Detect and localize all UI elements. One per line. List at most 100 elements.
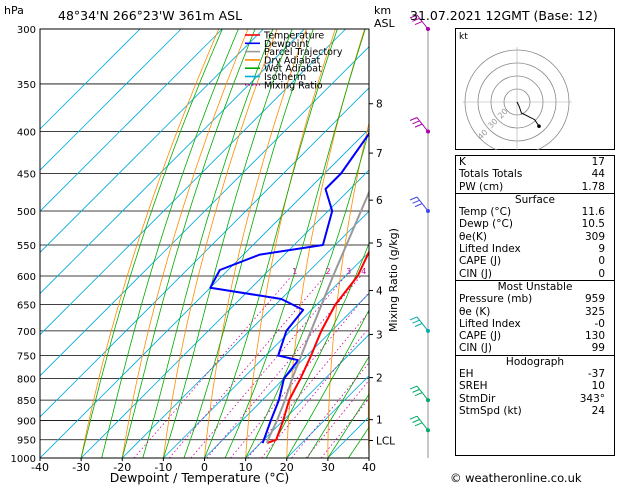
wet-adiabat — [121, 29, 256, 458]
isotherm — [40, 128, 369, 458]
mu-row: θe (K) 325 — [459, 305, 605, 318]
mixing-ratio-axis-title: Mixing Ratio (g/kg) — [387, 228, 400, 332]
wind-barb — [409, 316, 429, 332]
dry-adiabat — [80, 29, 220, 458]
pressure-tick-label: 600 — [17, 272, 36, 283]
index-row-k: K 17 — [459, 156, 605, 168]
hodograph-storm-motion — [537, 124, 541, 128]
pressure-tick-label: 950 — [17, 436, 36, 447]
asl-unit-label: ASL — [374, 17, 395, 30]
wet-adiabat — [183, 29, 314, 458]
surface-row: CIN (J) 0 — [459, 267, 605, 280]
mixing-ratio-label: 2 — [325, 267, 330, 276]
legend-entry: Wet Adiabat — [264, 64, 322, 75]
legend-entry: Dry Adiabat — [264, 55, 321, 66]
km-tick-label: 4 — [376, 286, 383, 298]
km-tick-label: 8 — [376, 99, 383, 111]
wind-barb — [409, 385, 429, 401]
legend-entry: Isotherm — [264, 72, 306, 83]
isotherm — [80, 169, 369, 458]
dry-adiabat — [204, 29, 307, 458]
wet-adiabat — [204, 29, 338, 458]
km-tick-label: 5 — [376, 238, 383, 250]
legend-entry: Parcel Trajectory — [264, 47, 343, 58]
pressure-tick-label: 800 — [17, 374, 36, 385]
wet-adiabat — [163, 29, 293, 458]
pressure-tick-label: 350 — [17, 80, 36, 91]
pressure-tick-label: 1000 — [11, 454, 36, 465]
dry-adiabat — [408, 29, 453, 458]
x-tick-label: 0 — [201, 461, 208, 474]
mixing-ratio-line — [168, 275, 326, 458]
mu-row: Lifted Index -0 — [459, 317, 605, 330]
km-unit-label: km — [374, 4, 392, 17]
dry-adiabat — [327, 121, 369, 458]
dry-adiabat — [163, 29, 278, 458]
legend-entry: Dewpoint — [264, 39, 309, 50]
isotherm — [40, 29, 182, 171]
surface-row: Dewp (°C) 10.5 — [459, 218, 605, 231]
isotherm — [40, 87, 369, 418]
wind-barb — [409, 14, 429, 30]
surface-row: Lifted Index 9 — [459, 243, 605, 256]
mixing-ratio-line — [133, 275, 293, 458]
hodo-row: SREH 10 — [459, 380, 605, 393]
credit-text: © weatheronline.co.uk — [450, 471, 582, 485]
mu-row: CIN (J) 99 — [459, 342, 605, 355]
x-axis-title: Dewpoint / Temperature (°C) — [110, 470, 289, 485]
wet-adiabat — [224, 29, 366, 458]
pressure-tick-label: 450 — [17, 169, 36, 180]
isotherm — [163, 251, 369, 458]
pressure-tick-label: 500 — [17, 207, 36, 218]
wind-barb — [409, 117, 429, 132]
series-parcel-trajectory — [266, 189, 369, 444]
pressure-tick-label: 550 — [17, 241, 36, 252]
pressure-tick-label: 750 — [17, 351, 36, 362]
wet-adiabat — [306, 355, 369, 458]
isotherm — [40, 29, 346, 336]
mu-row: CAPE (J) 130 — [459, 330, 605, 343]
isotherm — [40, 46, 369, 377]
x-tick-label: 20 — [280, 461, 294, 474]
x-tick-label: -10 — [154, 461, 172, 474]
surface-title: Surface — [456, 192, 614, 207]
wind-barb — [409, 415, 429, 431]
series-temperature — [266, 249, 369, 445]
location-title: 48°34'N 266°23'W 361m ASL — [58, 8, 243, 23]
pressure-tick-label: 400 — [17, 128, 36, 139]
series-dewpoint — [209, 132, 369, 444]
pressure-tick-label: 300 — [17, 25, 36, 36]
hodo-row: StmSpd (kt) 24 — [459, 404, 605, 417]
x-tick-label: 30 — [321, 461, 335, 474]
mixing-ratio-line — [230, 291, 369, 458]
mixing-ratio-label: 16 — [438, 267, 448, 276]
datetime-title: 31.07.2021 12GMT (Base: 12) — [410, 8, 598, 23]
pressure-tick-label: 900 — [17, 416, 36, 427]
index-row-tt: Totals Totals 44 — [459, 168, 605, 181]
dry-adiabat — [367, 364, 369, 458]
surface-row: CAPE (J) 0 — [459, 255, 605, 268]
hodograph-trace — [516, 101, 540, 127]
wet-adiabat — [142, 29, 274, 458]
pressure-tick-label: 700 — [17, 327, 36, 338]
km-tick-label: LCL — [376, 435, 395, 447]
isotherm — [286, 375, 369, 458]
x-tick-label: -30 — [72, 461, 90, 474]
mixing-ratio-label: 1 — [292, 267, 297, 276]
wind-barb — [409, 196, 429, 212]
dry-adiabat — [121, 29, 249, 458]
mixing-ratio-line — [206, 275, 362, 458]
dry-adiabat — [286, 29, 365, 458]
surface-row: Temp (°C) 11.6 — [459, 206, 605, 219]
km-tick-label: 6 — [376, 195, 383, 207]
km-tick-label: 1 — [376, 415, 383, 427]
wet-adiabat — [286, 309, 369, 458]
surface-row: θe(K) 309 — [459, 230, 605, 243]
wet-adiabat — [265, 242, 369, 458]
pressure-tick-label: 850 — [17, 396, 36, 407]
isotherm — [121, 210, 369, 458]
most-unstable-title: Most Unstable — [456, 279, 614, 294]
x-tick-label: -40 — [31, 461, 49, 474]
